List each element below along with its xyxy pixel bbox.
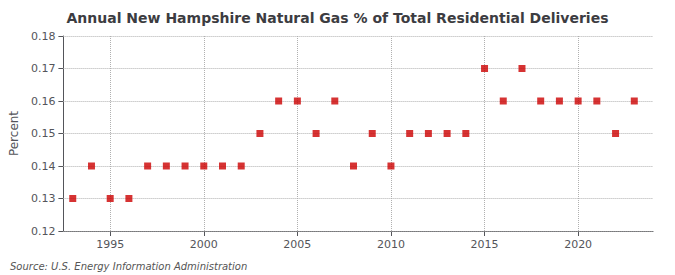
- svg-text:Source: U.S. Energy Informatio: Source: U.S. Energy Information Administ…: [10, 261, 247, 272]
- svg-text:2015: 2015: [471, 238, 499, 251]
- svg-text:0.12: 0.12: [31, 225, 56, 238]
- svg-text:0.18: 0.18: [31, 30, 56, 43]
- svg-text:0.14: 0.14: [31, 160, 56, 173]
- svg-text:Annual New Hampshire Natural G: Annual New Hampshire Natural Gas % of To…: [67, 10, 609, 26]
- svg-text:1995: 1995: [96, 238, 124, 251]
- svg-text:0.16: 0.16: [31, 95, 56, 108]
- svg-text:Percent: Percent: [7, 111, 21, 156]
- svg-text:2005: 2005: [283, 238, 311, 251]
- svg-text:2010: 2010: [377, 238, 405, 251]
- svg-text:0.13: 0.13: [31, 192, 56, 205]
- svg-text:0.17: 0.17: [31, 62, 56, 75]
- svg-text:2000: 2000: [190, 238, 218, 251]
- svg-text:0.15: 0.15: [31, 127, 56, 140]
- svg-text:2020: 2020: [564, 238, 592, 251]
